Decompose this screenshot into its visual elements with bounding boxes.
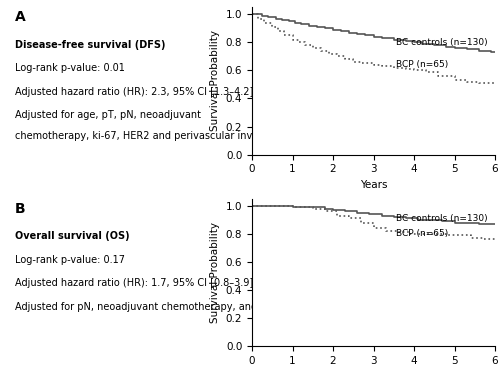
Text: B: B	[15, 202, 26, 216]
Text: BC controls (n=130): BC controls (n=130)	[396, 214, 488, 223]
Text: BCP (n=65): BCP (n=65)	[396, 60, 448, 69]
Text: Adjusted hazard ratio (HR): 1.7, 95% CI [0.8–3.9]: Adjusted hazard ratio (HR): 1.7, 95% CI …	[15, 278, 254, 288]
Text: Adjusted hazard ratio (HR): 2.3, 95% CI [1.3–4.2]: Adjusted hazard ratio (HR): 2.3, 95% CI …	[15, 87, 254, 97]
Text: Disease-free survival (DFS): Disease-free survival (DFS)	[15, 40, 166, 50]
Text: A: A	[15, 10, 26, 24]
Text: Adjusted for pN, neoadjuvant chemotherapy, and ER: Adjusted for pN, neoadjuvant chemotherap…	[15, 302, 273, 312]
Text: Log-rank p-value: 0.17: Log-rank p-value: 0.17	[15, 255, 125, 265]
Text: BCP (n=65): BCP (n=65)	[396, 229, 448, 238]
Y-axis label: Survival Probability: Survival Probability	[210, 222, 220, 323]
Text: BC controls (n=130): BC controls (n=130)	[396, 38, 488, 47]
Text: Adjusted for age, pT, pN, neoadjuvant: Adjusted for age, pT, pN, neoadjuvant	[15, 110, 201, 120]
Y-axis label: Survival Probability: Survival Probability	[210, 31, 220, 131]
Text: Overall survival (OS): Overall survival (OS)	[15, 231, 130, 241]
Text: Log-rank p-value: 0.01: Log-rank p-value: 0.01	[15, 63, 125, 73]
Text: chemotherapy, ki-67, HER2 and perivascular invasion: chemotherapy, ki-67, HER2 and perivascul…	[15, 131, 278, 141]
X-axis label: Years: Years	[360, 180, 388, 190]
